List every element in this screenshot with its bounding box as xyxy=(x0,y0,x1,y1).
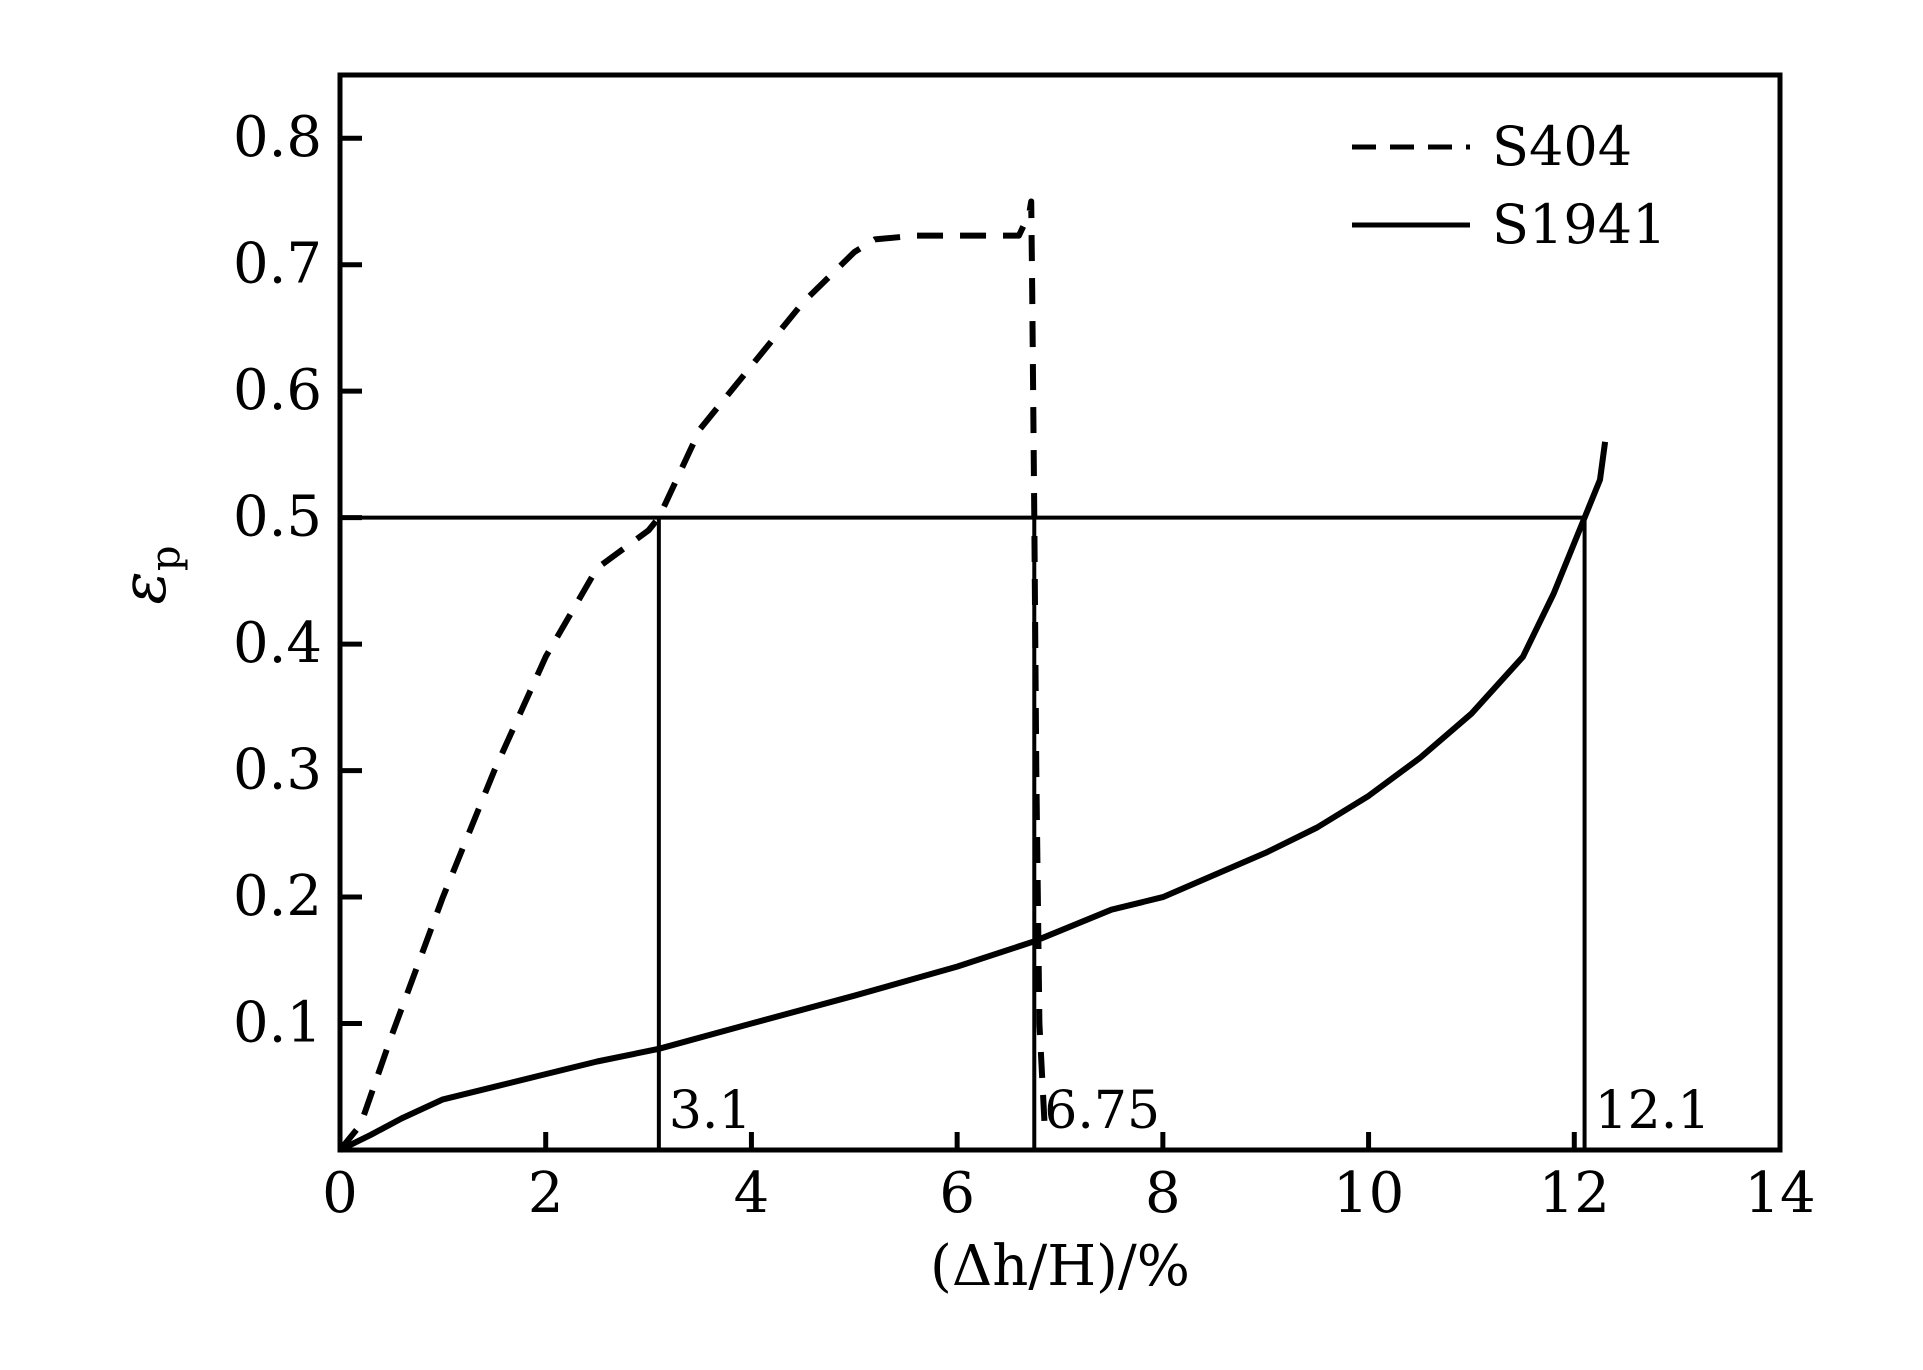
y-tick-label: 0.4 xyxy=(233,611,322,676)
x-tick-label: 4 xyxy=(734,1161,770,1226)
plot-frame xyxy=(337,72,1783,1153)
legend: S404 S1941 xyxy=(1352,115,1666,256)
y-tick-label: 0.6 xyxy=(233,358,322,423)
reference-label: 6.75 xyxy=(1044,1081,1160,1141)
x-tick-label: 6 xyxy=(939,1161,975,1226)
ticks-layer: 0 2 4 6 8 10 12 14 0.1 0.2 0.3 0.4 0.5 0.6 0.7 0.8 xyxy=(233,105,1816,1226)
reference-label: 3.1 xyxy=(669,1081,752,1141)
x-axis-label: (Δh/H)/% xyxy=(930,1234,1190,1299)
y-tick-label: 0.1 xyxy=(233,991,322,1056)
y-tick-label: 0.5 xyxy=(233,485,322,550)
y-tick-label: 0.7 xyxy=(233,232,322,297)
x-tick-label: 0 xyxy=(322,1161,358,1226)
x-tick-label: 2 xyxy=(528,1161,564,1226)
reference-layer: 3.1 6.75 12.1 xyxy=(340,515,1711,1150)
x-tick-label: 8 xyxy=(1145,1161,1181,1226)
legend-label-s1941: S1941 xyxy=(1492,193,1666,256)
series-line-s404 xyxy=(337,198,1048,1152)
y-tick-label: 0.2 xyxy=(233,864,322,929)
x-tick-label: 10 xyxy=(1333,1161,1404,1226)
reference-label: 12.1 xyxy=(1595,1081,1711,1141)
series-line-s1941 xyxy=(338,441,1609,1153)
y-axis-label: εp xyxy=(107,546,189,605)
series-layer xyxy=(337,198,1609,1153)
x-tick-label: 14 xyxy=(1744,1161,1815,1226)
y-tick-label: 0.8 xyxy=(233,105,322,170)
legend-label-s404: S404 xyxy=(1492,115,1632,178)
x-tick-label: 12 xyxy=(1539,1161,1610,1226)
y-tick-label: 0.3 xyxy=(233,738,322,803)
